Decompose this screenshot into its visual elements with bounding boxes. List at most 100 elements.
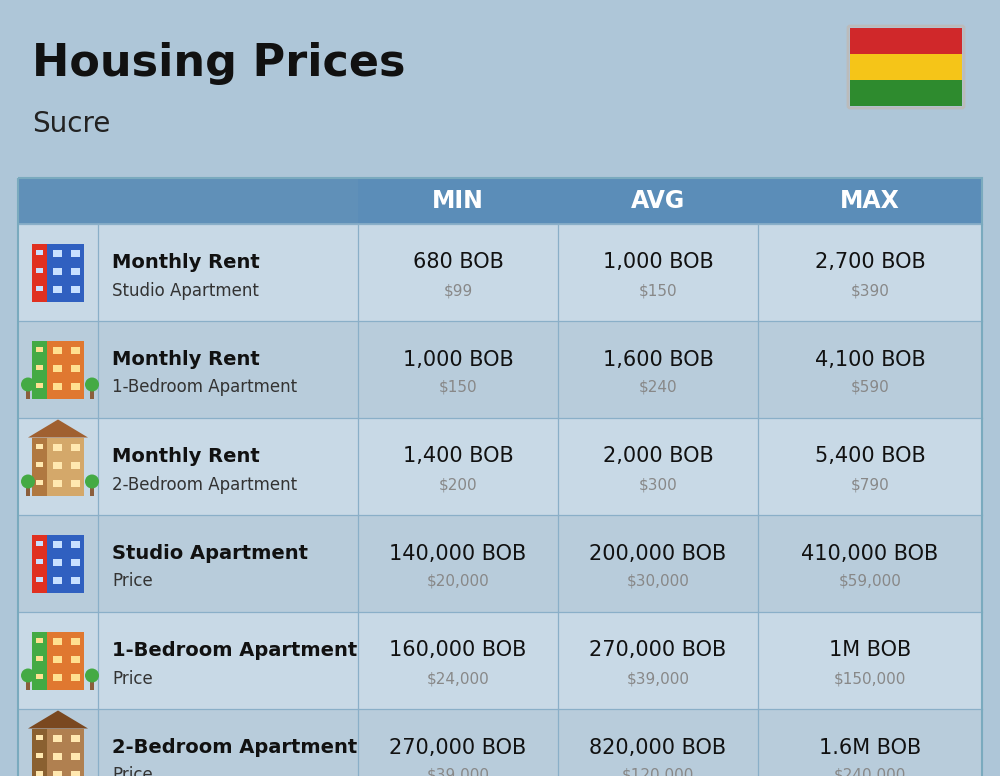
Bar — [53, 286, 62, 293]
Bar — [36, 656, 43, 660]
Bar — [36, 347, 43, 352]
Text: 2-Bedroom Apartment: 2-Bedroom Apartment — [112, 738, 357, 757]
Bar — [32, 438, 47, 496]
Bar — [71, 250, 80, 257]
Polygon shape — [28, 711, 88, 729]
Bar — [18, 418, 982, 515]
Bar — [36, 674, 43, 679]
Bar — [36, 771, 43, 776]
Text: $790: $790 — [851, 477, 889, 492]
Bar — [32, 535, 84, 593]
Bar — [18, 709, 982, 776]
Text: $39,000: $39,000 — [626, 671, 690, 686]
Text: Studio Apartment: Studio Apartment — [112, 544, 308, 563]
Text: $240,000: $240,000 — [834, 768, 906, 776]
Text: 680 BOB: 680 BOB — [413, 252, 503, 272]
Text: $20,000: $20,000 — [427, 574, 489, 589]
Bar — [71, 462, 80, 469]
Text: 270,000 BOB: 270,000 BOB — [389, 737, 527, 757]
Bar — [32, 244, 47, 302]
Text: $150,000: $150,000 — [834, 671, 906, 686]
Bar — [18, 178, 982, 776]
Bar — [71, 444, 80, 451]
Bar — [32, 244, 84, 302]
Text: Price: Price — [112, 573, 153, 591]
Text: Sucre: Sucre — [32, 110, 110, 138]
Bar — [32, 535, 47, 593]
Text: Housing Prices: Housing Prices — [32, 42, 406, 85]
Bar — [32, 632, 47, 690]
Bar — [71, 347, 80, 354]
Circle shape — [85, 474, 99, 489]
Bar — [71, 638, 80, 645]
Text: Monthly Rent: Monthly Rent — [112, 253, 260, 272]
Bar — [36, 286, 43, 291]
Bar — [358, 178, 982, 224]
Bar — [32, 341, 47, 399]
Bar — [53, 656, 62, 663]
Bar — [53, 462, 62, 469]
Text: $300: $300 — [639, 477, 677, 492]
Circle shape — [21, 377, 35, 392]
Text: $99: $99 — [443, 283, 473, 298]
Bar — [90, 389, 94, 399]
Bar — [71, 577, 80, 584]
Bar — [53, 250, 62, 257]
Text: 5,400 BOB: 5,400 BOB — [815, 446, 925, 466]
Bar — [53, 383, 62, 390]
Text: 1.6M BOB: 1.6M BOB — [819, 737, 921, 757]
Text: MAX: MAX — [840, 189, 900, 213]
Text: $30,000: $30,000 — [627, 574, 689, 589]
Text: $120,000: $120,000 — [622, 768, 694, 776]
Bar — [18, 224, 982, 321]
Text: 2,000 BOB: 2,000 BOB — [603, 446, 713, 466]
Text: 1M BOB: 1M BOB — [829, 640, 911, 660]
Circle shape — [85, 668, 99, 683]
Text: Monthly Rent: Monthly Rent — [112, 350, 260, 369]
Circle shape — [85, 377, 99, 392]
Text: 410,000 BOB: 410,000 BOB — [801, 543, 939, 563]
Bar — [32, 438, 84, 496]
Bar — [53, 347, 62, 354]
Bar — [53, 268, 62, 275]
Bar — [71, 480, 80, 487]
Bar — [26, 486, 30, 496]
Bar — [71, 656, 80, 663]
Bar — [53, 480, 62, 487]
Text: $390: $390 — [851, 283, 889, 298]
Text: 820,000 BOB: 820,000 BOB — [589, 737, 727, 757]
Bar — [26, 389, 30, 399]
Bar — [36, 250, 43, 255]
Circle shape — [21, 474, 35, 489]
Text: 200,000 BOB: 200,000 BOB — [589, 543, 727, 563]
Bar — [71, 286, 80, 293]
Bar — [71, 559, 80, 566]
Text: 2-Bedroom Apartment: 2-Bedroom Apartment — [112, 476, 297, 494]
Text: 1,000 BOB: 1,000 BOB — [603, 252, 713, 272]
Bar — [71, 268, 80, 275]
Bar — [36, 559, 43, 563]
Bar — [53, 674, 62, 681]
Text: $150: $150 — [639, 283, 677, 298]
Bar — [36, 462, 43, 466]
Text: $150: $150 — [439, 380, 477, 395]
Text: MIN: MIN — [432, 189, 484, 213]
Text: 4,100 BOB: 4,100 BOB — [815, 349, 925, 369]
Bar — [36, 735, 43, 740]
Bar — [53, 559, 62, 566]
Bar — [850, 80, 962, 106]
Text: $39,000: $39,000 — [426, 768, 490, 776]
Text: 1-Bedroom Apartment: 1-Bedroom Apartment — [112, 379, 297, 397]
Bar — [850, 54, 962, 80]
Bar — [71, 383, 80, 390]
Bar — [71, 753, 80, 760]
Bar — [32, 729, 84, 776]
Bar — [36, 753, 43, 757]
Bar — [71, 674, 80, 681]
Circle shape — [21, 668, 35, 683]
Bar — [90, 486, 94, 496]
Bar — [26, 680, 30, 690]
Text: 270,000 BOB: 270,000 BOB — [589, 640, 727, 660]
Text: $200: $200 — [439, 477, 477, 492]
Text: $24,000: $24,000 — [427, 671, 489, 686]
